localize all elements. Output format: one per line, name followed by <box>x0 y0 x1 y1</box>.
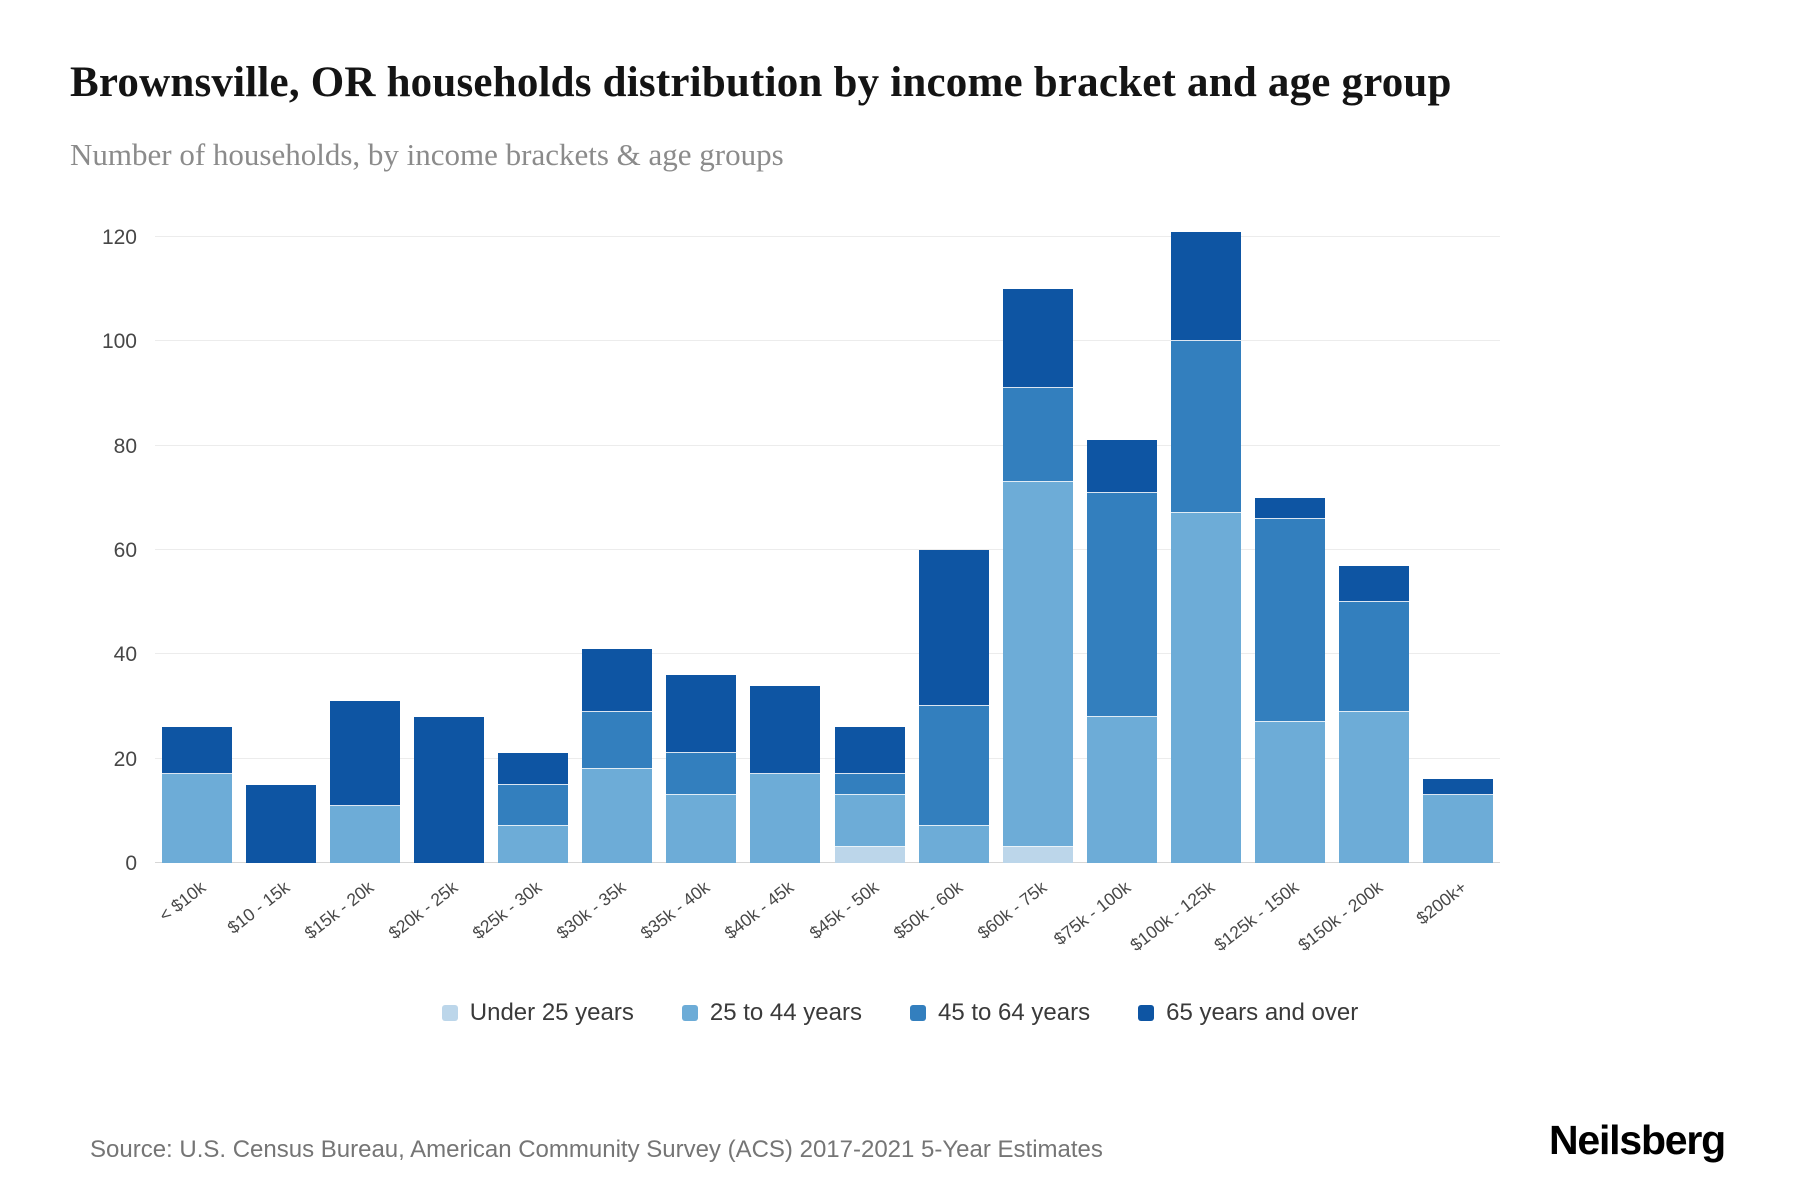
bar-segment <box>750 685 821 775</box>
bar-8 <box>750 685 821 863</box>
bar-segment <box>834 727 905 775</box>
bar-1 <box>162 727 233 863</box>
legend-item: 65 years and over <box>1138 999 1358 1027</box>
bar-segment <box>918 826 989 863</box>
gridline-100 <box>155 340 1500 342</box>
legend-swatch-icon <box>1138 1004 1155 1021</box>
bar-segment <box>1086 716 1157 863</box>
bar-segment <box>1422 779 1493 796</box>
bar-segment <box>498 784 569 827</box>
bar-11 <box>1002 289 1073 863</box>
bar-segment <box>1002 847 1073 863</box>
legend-label: Under 25 years <box>469 998 634 1026</box>
y-axis-tick-label: 100 <box>101 330 137 354</box>
y-axis-tick-label: 120 <box>101 225 137 249</box>
bar-segment <box>750 774 821 863</box>
bar-segment <box>1338 602 1409 712</box>
bar-segment <box>1170 231 1241 342</box>
bar-10 <box>918 549 989 863</box>
bar-13 <box>1170 231 1241 863</box>
bar-segment <box>1086 440 1157 493</box>
bar-segment <box>918 549 989 707</box>
y-axis-tick-label: 20 <box>113 747 137 771</box>
bar-segment <box>1254 722 1325 863</box>
bar-segment <box>1422 795 1493 863</box>
bar-segment <box>1254 518 1325 723</box>
bar-segment <box>1002 388 1073 483</box>
legend-swatch-icon <box>441 1004 458 1021</box>
footer: Source: U.S. Census Bureau, American Com… <box>90 1117 1726 1164</box>
bar-segment <box>834 774 905 796</box>
bar-segment <box>330 701 401 806</box>
legend-label: 45 to 64 years <box>937 998 1091 1026</box>
legend-item: 25 to 44 years <box>681 998 862 1027</box>
source-text: Source: U.S. Census Bureau, American Com… <box>90 1136 1103 1163</box>
bar-segment <box>1170 513 1241 863</box>
bar-segment <box>582 649 653 712</box>
bar-segment <box>666 675 737 754</box>
brand-logo: Neilsberg <box>1548 1117 1726 1163</box>
bar-segment <box>1002 482 1073 848</box>
bar-segment <box>1338 565 1409 603</box>
bar-segment <box>582 769 653 863</box>
chart-title: Brownsville, OR households distribution … <box>70 59 1452 106</box>
bar-15 <box>1338 565 1409 863</box>
gridline-20 <box>155 757 1500 759</box>
bar-3 <box>330 701 401 863</box>
y-axis-tick-label: 80 <box>113 434 137 458</box>
legend-label: 65 years and over <box>1166 998 1359 1026</box>
chart-subtitle: Number of households, by income brackets… <box>70 136 784 172</box>
gridline-0 <box>155 861 1500 863</box>
bar-segment <box>1086 492 1157 717</box>
bar-segment <box>246 784 317 863</box>
legend-item: Under 25 years <box>441 998 634 1027</box>
bar-segment <box>1254 497 1325 519</box>
bar-segment <box>162 774 233 863</box>
bar-14 <box>1254 497 1325 863</box>
bar-segment <box>498 826 569 863</box>
legend-label: 25 to 44 years <box>709 998 862 1026</box>
bar-segment <box>498 753 569 785</box>
bar-segment <box>1002 289 1073 389</box>
bar-segment <box>834 847 905 863</box>
bar-segment <box>666 795 737 863</box>
gridline-60 <box>155 548 1500 550</box>
bar-segment <box>918 706 989 827</box>
bar-6 <box>582 649 653 863</box>
bar-16 <box>1422 779 1493 863</box>
bar-7 <box>666 675 737 863</box>
bar-segment <box>1170 341 1241 514</box>
y-axis-tick-label: 40 <box>113 643 137 667</box>
bar-segment <box>162 727 233 775</box>
bar-9 <box>834 727 905 863</box>
chart-area: 0 20 40 60 80 100 120 < $10k $10 - 15k $15k - 20k… <box>70 207 1730 977</box>
y-axis-tick-label: 60 <box>113 538 137 562</box>
bar-4 <box>414 716 485 863</box>
bar-segment <box>582 711 653 769</box>
bar-segment <box>834 795 905 848</box>
bar-12 <box>1086 440 1157 863</box>
bar-segment <box>414 716 485 863</box>
plot-area: 0 20 40 60 80 100 120 < $10k $10 - 15k $15k - 20k… <box>102 226 1500 955</box>
legend-swatch-icon <box>681 1004 698 1021</box>
gridline-40 <box>155 653 1500 655</box>
gridline-80 <box>155 444 1500 446</box>
bar-2 <box>246 784 317 863</box>
legend-swatch-icon <box>909 1004 926 1021</box>
bar-segment <box>666 753 737 796</box>
bar-segment <box>1338 711 1409 863</box>
y-axis-tick-label: 0 <box>125 851 137 875</box>
bar-5 <box>498 753 569 863</box>
bar-segment <box>330 805 401 863</box>
legend-item: 45 to 64 years <box>909 998 1091 1027</box>
gridline-120 <box>155 235 1500 237</box>
legend: Under 25 years 25 to 44 years 45 to 64 yea… <box>70 999 1730 1027</box>
